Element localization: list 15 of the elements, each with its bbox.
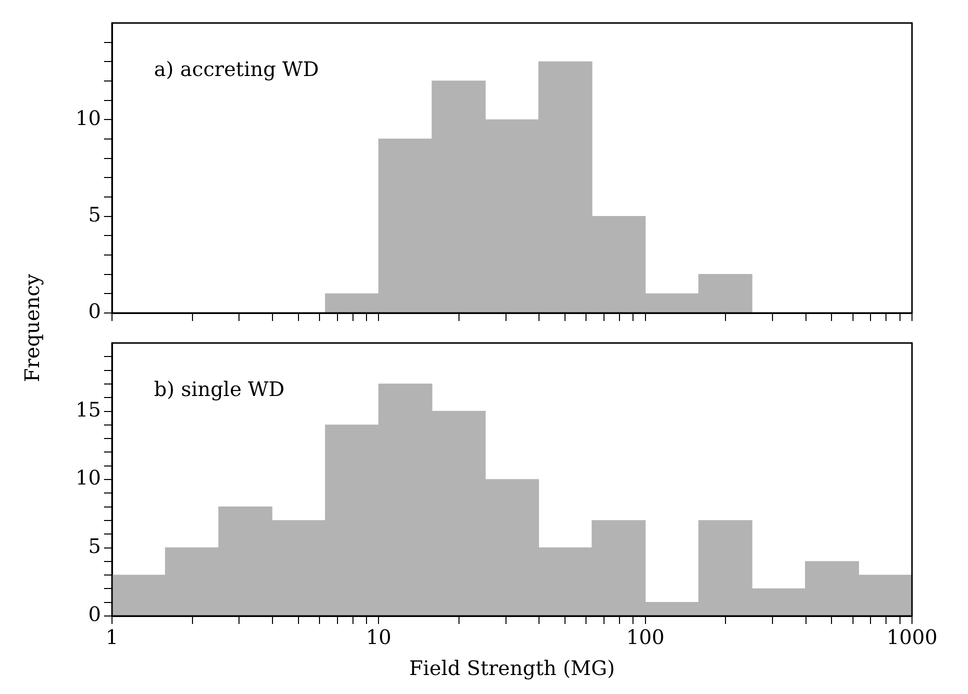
x-tick-label: 1000 bbox=[886, 625, 938, 650]
x-tick-label: 10 bbox=[366, 625, 392, 650]
y-tick-label: 5 bbox=[88, 534, 101, 558]
y-axis-title: Frequency bbox=[20, 274, 44, 382]
y-tick-label: 0 bbox=[88, 602, 101, 626]
y-tick-label: 10 bbox=[76, 106, 101, 130]
annotation: a) accreting WD bbox=[154, 57, 319, 82]
y-tick-label: 0 bbox=[88, 299, 101, 324]
x-tick-label: 1 bbox=[106, 625, 118, 650]
annotation: b) single WD bbox=[154, 377, 284, 402]
x-tick-label: 100 bbox=[626, 625, 664, 650]
y-tick-label: 15 bbox=[76, 397, 101, 422]
x-axis-title: Field Strength (MG) bbox=[409, 656, 615, 680]
y-tick-label: 10 bbox=[76, 466, 101, 490]
y-tick-label: 5 bbox=[88, 202, 101, 227]
